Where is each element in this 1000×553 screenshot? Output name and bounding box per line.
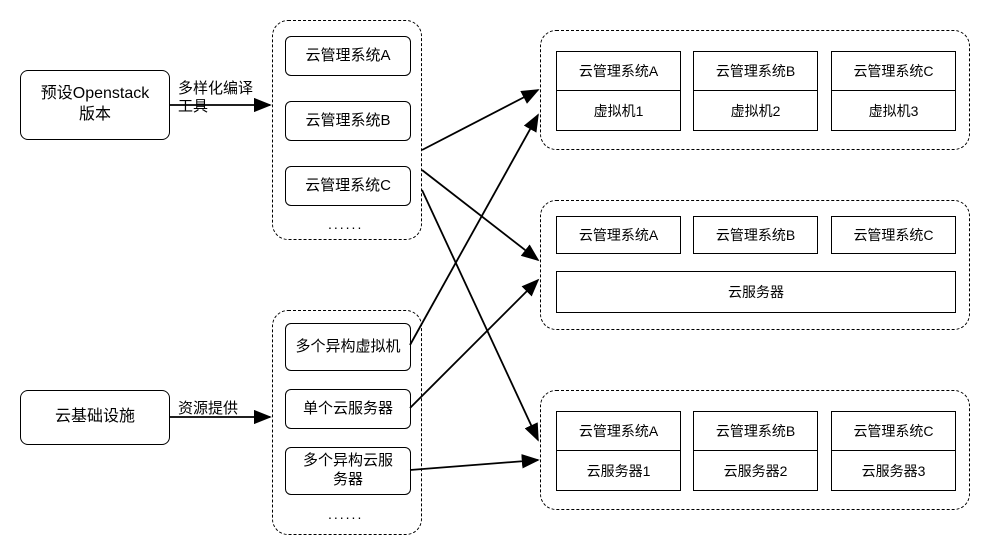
res-multi-server: 多个异构云服务器 <box>285 447 411 495</box>
vm3-sys: 云管理系统C <box>832 52 955 91</box>
vm2: 云管理系统B 虚拟机2 <box>693 51 818 131</box>
vm2-sys: 云管理系统B <box>694 52 817 91</box>
single-server-group: 云管理系统A 云管理系统B 云管理系统C 云服务器 <box>540 200 970 330</box>
mid-sys-a: 云管理系统A <box>556 216 681 254</box>
infra-label: 云基础设施 <box>55 407 135 428</box>
srv2-sys: 云管理系统B <box>694 412 817 451</box>
vm1-host: 虚拟机1 <box>557 91 680 130</box>
mid-sys-c: 云管理系统C <box>831 216 956 254</box>
vm3-host: 虚拟机3 <box>832 91 955 130</box>
cloud-sys-ellipsis: ...... <box>328 216 363 232</box>
openstack-box: 预设Openstack版本 <box>20 70 170 140</box>
cloud-systems-group: 云管理系统A 云管理系统B 云管理系统C ...... <box>272 20 422 240</box>
res-vms: 多个异构虚拟机 <box>285 323 411 371</box>
cloud-sys-c: 云管理系统C <box>285 166 411 206</box>
srv3-sys: 云管理系统C <box>832 412 955 451</box>
openstack-label: 预设Openstack版本 <box>41 84 150 126</box>
cloud-sys-b: 云管理系统B <box>285 101 411 141</box>
vm2-host: 虚拟机2 <box>694 91 817 130</box>
resource-label: 资源提供 <box>178 400 238 418</box>
compile-label: 多样化编译工具 <box>178 80 268 116</box>
multi-server-group: 云管理系统A 云服务器1 云管理系统B 云服务器2 云管理系统C 云服务器3 <box>540 390 970 510</box>
res-single: 单个云服务器 <box>285 389 411 429</box>
srv3-host: 云服务器3 <box>832 451 955 490</box>
vm-deploy-group: 云管理系统A 虚拟机1 云管理系统B 虚拟机2 云管理系统C 虚拟机3 <box>540 30 970 150</box>
mid-sys-b: 云管理系统B <box>693 216 818 254</box>
vm1-sys: 云管理系统A <box>557 52 680 91</box>
cloud-sys-a: 云管理系统A <box>285 36 411 76</box>
res-ellipsis: ...... <box>328 506 363 522</box>
vm1: 云管理系统A 虚拟机1 <box>556 51 681 131</box>
srv3: 云管理系统C 云服务器3 <box>831 411 956 491</box>
resource-types-group: 多个异构虚拟机 单个云服务器 多个异构云服务器 ...... <box>272 310 422 535</box>
srv1-host: 云服务器1 <box>557 451 680 490</box>
vm3: 云管理系统C 虚拟机3 <box>831 51 956 131</box>
srv1: 云管理系统A 云服务器1 <box>556 411 681 491</box>
mid-server: 云服务器 <box>556 271 956 313</box>
srv2: 云管理系统B 云服务器2 <box>693 411 818 491</box>
infra-box: 云基础设施 <box>20 390 170 445</box>
srv1-sys: 云管理系统A <box>557 412 680 451</box>
srv2-host: 云服务器2 <box>694 451 817 490</box>
